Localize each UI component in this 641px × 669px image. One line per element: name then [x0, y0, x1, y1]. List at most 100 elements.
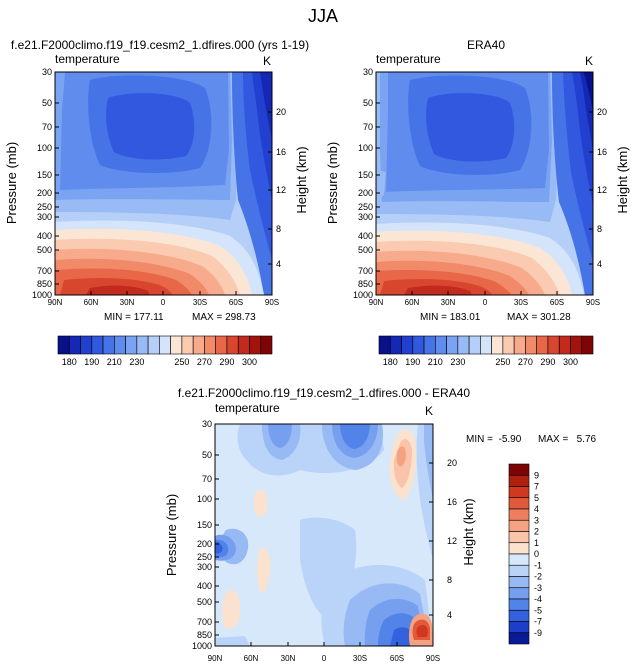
colorbar-swatch — [558, 335, 571, 355]
panel-title: f.e21.F2000climo.f19_f19.cesm2_1.dfires.… — [11, 38, 309, 52]
variable-label: temperature — [55, 52, 120, 66]
colorbar-swatch — [80, 335, 93, 355]
colorbar-label: 180 — [62, 357, 77, 367]
colorbar-label: 190 — [84, 357, 99, 367]
y-axis-left: 30 50 70 100 150 200 250 300 400 500 700… — [353, 67, 380, 300]
y-tick-label: 300 — [197, 562, 212, 572]
colorbar-swatch — [136, 335, 149, 355]
y-tick: 100 — [197, 494, 219, 504]
x-tick-label: 90S — [426, 654, 440, 663]
panel-era40: ERA40 temperature K 20 — [325, 38, 630, 367]
y-tick: 200 — [197, 539, 219, 549]
y-tick: 400 — [358, 231, 380, 241]
y2-tick: 8 — [429, 575, 452, 585]
y-tick: 300 — [197, 562, 219, 572]
y2-tick: 12 — [589, 185, 607, 195]
colorbar-label: 5 — [534, 493, 539, 503]
y2-tick: 12 — [268, 185, 286, 195]
x-tick-label: 0 — [322, 654, 327, 663]
y-tick: 850 — [37, 279, 59, 289]
y-tick-label: 30 — [202, 419, 212, 429]
colorbar-model: 180 190 210 230 250 270 290 300 — [57, 335, 273, 367]
y-tick: 30 — [202, 419, 219, 429]
y-tick: 250 — [197, 552, 219, 562]
y-tick: 400 — [197, 581, 219, 591]
colorbar-swatch — [389, 335, 402, 355]
colorbar-swatch — [508, 486, 530, 499]
y-tick: 850 — [358, 279, 380, 289]
colorbar-swatch — [508, 598, 530, 611]
y-tick: 30 — [42, 67, 59, 77]
x-tick: 60S — [390, 642, 404, 663]
colorbar-label: 9 — [534, 470, 539, 480]
colorbar-swatch — [423, 335, 436, 355]
y-tick: 700 — [358, 266, 380, 276]
y2-tick-label: 8 — [447, 575, 452, 585]
colorbar-label: -9 — [534, 628, 542, 638]
y2-tick-label: 20 — [597, 107, 607, 117]
y-tick-label: 30 — [363, 67, 373, 77]
x-tick: 90S — [586, 291, 600, 307]
colorbar-label: 250 — [495, 357, 510, 367]
colorbar-swatch — [508, 508, 530, 521]
y-tick: 150 — [197, 520, 219, 530]
y-tick: 250 — [37, 202, 59, 212]
y-tick: 850 — [197, 630, 219, 640]
y-tick-label: 300 — [358, 212, 373, 222]
y2-tick-label: 20 — [447, 458, 457, 468]
y-tick-label: 1000 — [32, 290, 52, 300]
contour-field — [376, 72, 593, 295]
y2-axis-label: Height (km) — [461, 498, 476, 565]
colorbar-swatch — [508, 531, 530, 544]
y2-tick: 8 — [589, 224, 602, 234]
y-tick: 50 — [42, 98, 59, 108]
y2-tick-label: 8 — [597, 224, 602, 234]
x-tick: 30S — [353, 642, 367, 663]
y-axis-label: Pressure (mb) — [325, 142, 340, 224]
colorbar-label: -4 — [534, 594, 542, 604]
colorbar-swatch — [446, 335, 459, 355]
x-tick: 30N — [441, 291, 456, 307]
colorbar-swatch — [412, 335, 425, 355]
colorbar-swatch — [508, 519, 530, 532]
colorbar-label: 4 — [534, 504, 539, 514]
colorbar-label: 300 — [563, 357, 578, 367]
y-tick-label: 150 — [37, 170, 52, 180]
colorbar-era40: 180 190 210 230 250 270 290 300 — [378, 335, 594, 367]
x-tick: 90S — [426, 642, 440, 663]
x-tick-label: 90S — [265, 298, 279, 307]
units-label: K — [585, 54, 593, 68]
colorbar-swatch — [468, 335, 481, 355]
colorbar-swatch — [508, 621, 530, 634]
colorbar-swatch — [508, 474, 530, 487]
y-tick-label: 70 — [363, 122, 373, 132]
y-tick-label: 100 — [358, 143, 373, 153]
y-tick-label: 200 — [358, 188, 373, 198]
y-tick: 100 — [37, 143, 59, 153]
colorbar-swatch — [547, 335, 560, 355]
x-tick: 60S — [229, 291, 243, 307]
y-tick-label: 1000 — [192, 641, 212, 651]
contour-field — [215, 424, 433, 646]
x-axis: 90N 60N 30N 0 30S 60S 90S — [48, 291, 279, 307]
y2-tick-label: 4 — [447, 610, 452, 620]
colorbar-label: 290 — [219, 357, 234, 367]
contour-field — [55, 72, 272, 295]
colorbar-label: 190 — [405, 357, 420, 367]
y-tick-label: 70 — [42, 122, 52, 132]
y2-tick: 4 — [589, 259, 602, 269]
x-tick-label: 60S — [229, 298, 243, 307]
y-tick-label: 300 — [37, 212, 52, 222]
y-tick-label: 50 — [202, 450, 212, 460]
x-tick: 30N — [281, 642, 296, 663]
y-tick: 300 — [37, 212, 59, 222]
colorbar-label: -1 — [534, 560, 542, 570]
colorbar-swatch — [192, 335, 205, 355]
y2-tick-label: 4 — [276, 259, 281, 269]
colorbar-swatch — [170, 335, 183, 355]
colorbar-label: 3 — [534, 515, 539, 525]
y2-tick-label: 16 — [597, 147, 607, 157]
x-tick-label: 60N — [244, 654, 259, 663]
y2-tick: 4 — [429, 610, 452, 620]
